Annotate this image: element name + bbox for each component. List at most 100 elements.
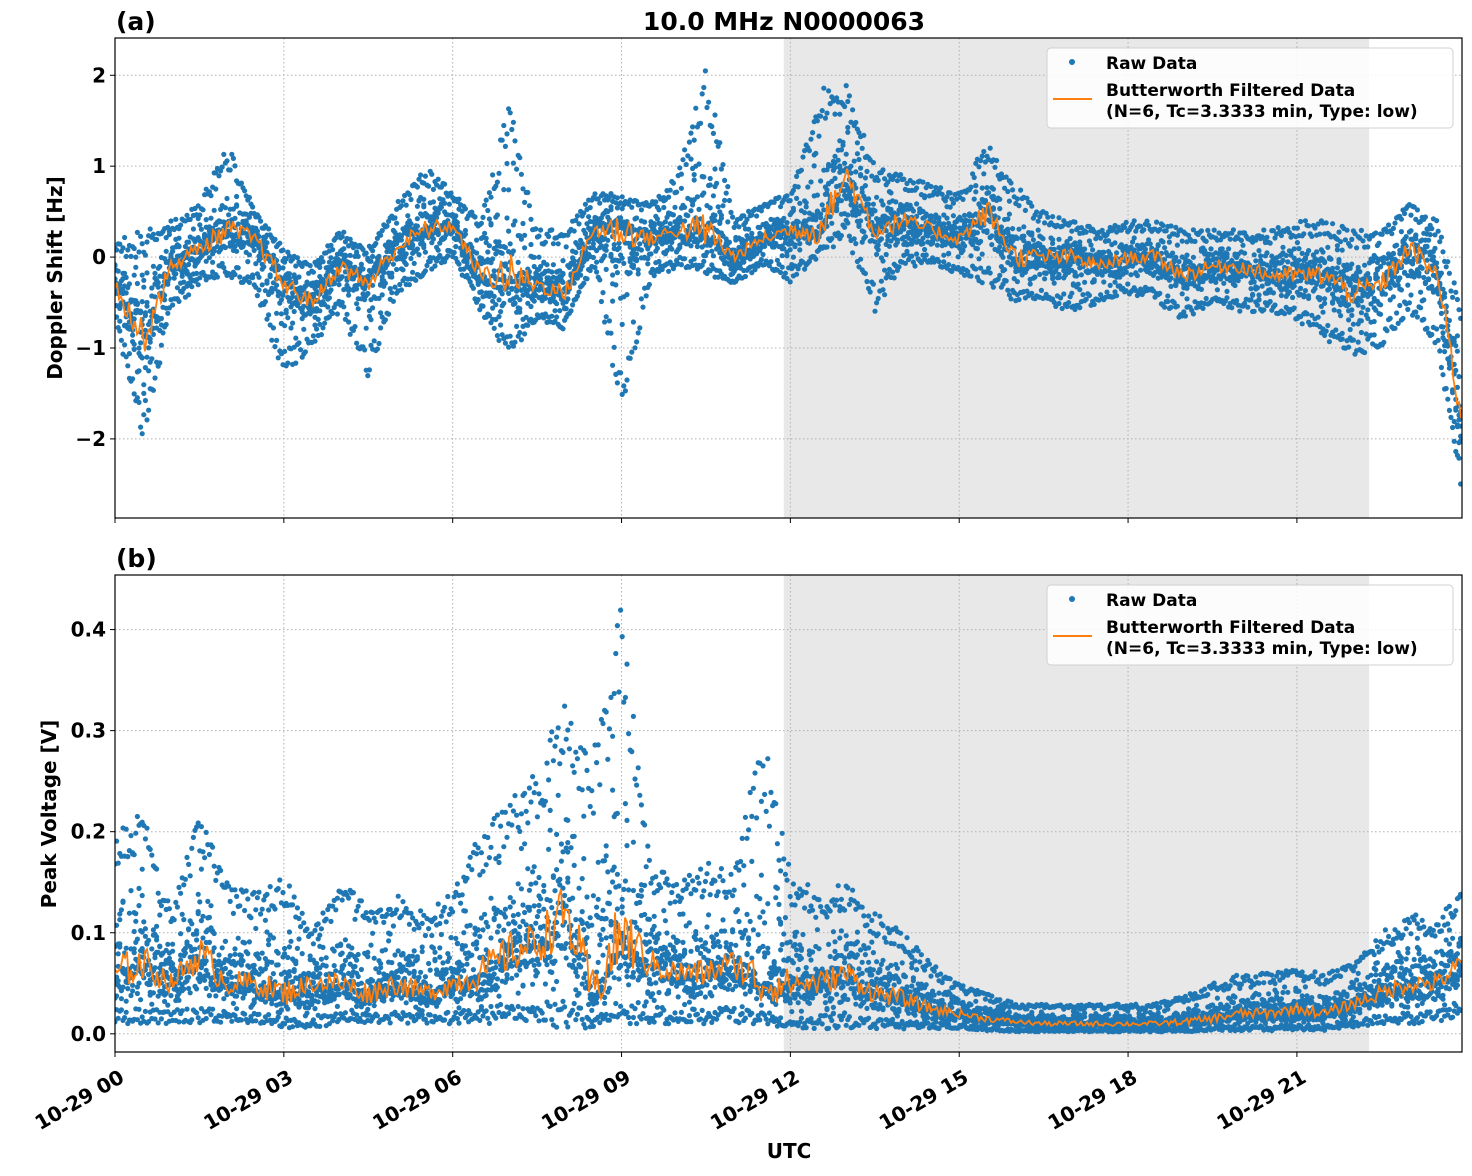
raw-data-point	[335, 311, 340, 316]
raw-data-point	[1021, 234, 1026, 239]
raw-data-point	[415, 246, 420, 251]
raw-data-point	[197, 212, 202, 217]
raw-data-point	[592, 265, 597, 270]
raw-data-point	[920, 180, 925, 185]
raw-data-point	[1087, 293, 1092, 298]
raw-data-point	[1002, 267, 1007, 272]
raw-data-point	[1156, 243, 1161, 248]
raw-data-point	[632, 345, 637, 350]
raw-data-point	[988, 270, 993, 275]
raw-data-point	[922, 247, 927, 252]
raw-data-point	[1056, 275, 1061, 280]
raw-data-point	[303, 349, 308, 354]
raw-data-point	[532, 299, 537, 304]
raw-data-point	[1005, 216, 1010, 221]
raw-data-point	[127, 351, 132, 356]
raw-data-point	[564, 244, 569, 249]
raw-data-point	[895, 240, 900, 245]
raw-data-point	[1050, 241, 1055, 246]
raw-data-point	[1148, 241, 1153, 246]
raw-data-point	[498, 309, 503, 314]
raw-data-point	[797, 247, 802, 252]
raw-data-point	[199, 227, 204, 232]
raw-data-point	[512, 138, 517, 143]
raw-data-point	[143, 310, 148, 315]
raw-data-point	[818, 114, 823, 119]
y-axis-label: Doppler Shift [Hz]	[43, 176, 67, 380]
raw-data-point	[296, 274, 301, 279]
raw-data-point	[581, 281, 586, 286]
raw-data-point	[895, 178, 900, 183]
raw-data-point	[418, 172, 423, 177]
raw-data-point	[354, 341, 359, 346]
raw-data-point	[186, 262, 191, 267]
raw-data-point	[980, 252, 985, 257]
raw-data-point	[1029, 233, 1034, 238]
raw-data-point	[613, 282, 618, 287]
raw-data-point	[141, 278, 146, 283]
raw-data-point	[527, 203, 532, 208]
raw-data-point	[1090, 247, 1095, 252]
raw-data-point	[560, 280, 565, 285]
raw-data-point	[1077, 287, 1082, 292]
raw-data-point	[234, 194, 239, 199]
raw-data-point	[644, 293, 649, 298]
raw-data-point	[610, 299, 615, 304]
raw-data-point	[912, 263, 917, 268]
raw-data-point	[1082, 246, 1087, 251]
raw-data-point	[509, 287, 514, 292]
raw-data-point	[1168, 275, 1173, 280]
raw-data-point	[416, 252, 421, 257]
raw-data-point	[1183, 313, 1188, 318]
raw-data-point	[298, 347, 303, 352]
raw-data-point	[986, 190, 991, 195]
raw-data-point	[140, 355, 145, 360]
raw-data-point	[480, 304, 485, 309]
raw-data-point	[674, 190, 679, 195]
raw-data-point	[496, 239, 501, 244]
raw-data-point	[272, 237, 277, 242]
raw-data-point	[717, 140, 722, 145]
raw-data-point	[845, 220, 850, 225]
raw-data-point	[554, 301, 559, 306]
raw-data-point	[605, 238, 610, 243]
raw-data-point	[928, 184, 933, 189]
raw-data-point	[536, 255, 541, 260]
raw-data-point	[400, 267, 405, 272]
raw-data-point	[1208, 246, 1213, 251]
raw-data-point	[1023, 208, 1028, 213]
raw-data-point	[647, 282, 652, 287]
raw-data-point	[436, 177, 441, 182]
raw-data-point	[503, 245, 508, 250]
raw-data-point	[709, 249, 714, 254]
raw-data-point	[832, 165, 837, 170]
raw-data-point	[1234, 298, 1239, 303]
raw-data-point	[442, 201, 447, 206]
raw-data-point	[684, 162, 689, 167]
raw-data-point	[666, 195, 671, 200]
raw-data-point	[135, 281, 140, 286]
raw-data-point	[234, 204, 239, 209]
raw-data-point	[197, 275, 202, 280]
raw-data-point	[519, 172, 524, 177]
raw-data-point	[503, 144, 508, 149]
raw-data-point	[968, 274, 973, 279]
raw-data-point	[132, 316, 137, 321]
raw-data-point	[532, 255, 537, 260]
raw-data-point	[383, 281, 388, 286]
raw-data-point	[1180, 239, 1185, 244]
raw-data-point	[482, 231, 487, 236]
raw-data-point	[504, 161, 509, 166]
raw-data-point	[951, 213, 956, 218]
raw-data-point	[685, 213, 690, 218]
raw-data-point	[855, 140, 860, 145]
raw-data-point	[380, 292, 385, 297]
raw-data-point	[717, 221, 722, 226]
raw-data-point	[423, 174, 428, 179]
raw-data-point	[794, 196, 799, 201]
raw-data-point	[853, 169, 858, 174]
raw-data-point	[671, 212, 676, 217]
raw-data-point	[232, 216, 237, 221]
raw-data-point	[1124, 269, 1129, 274]
raw-data-point	[186, 292, 191, 297]
